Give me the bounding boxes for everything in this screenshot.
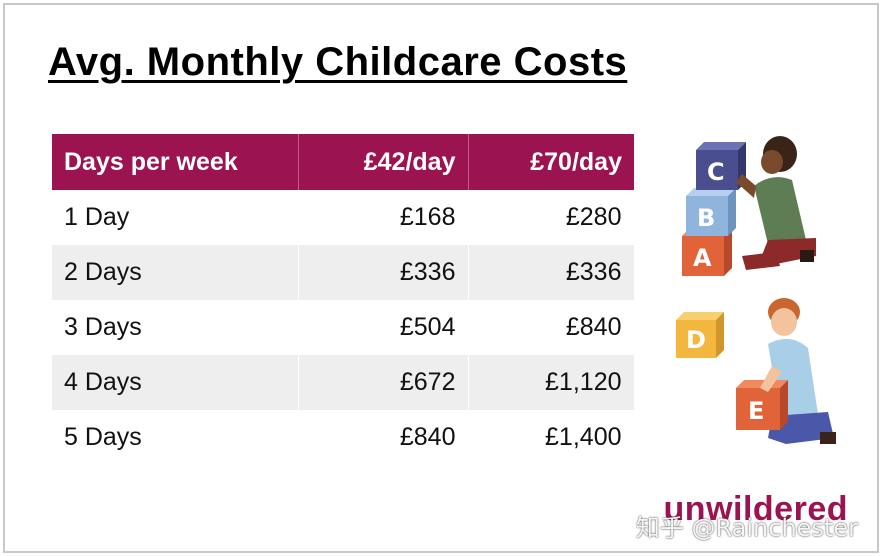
row-label: 1 Day <box>52 190 299 245</box>
block-a-icon <box>682 236 724 276</box>
table-row: 1 Day £168 £280 <box>52 190 635 245</box>
table-row: 4 Days £672 £1,120 <box>52 355 635 410</box>
block-d-icon <box>676 320 716 358</box>
child-carrying-block-illustration: D E <box>676 298 836 444</box>
cost-cell: £1,400 <box>468 410 635 465</box>
row-label: 4 Days <box>52 355 299 410</box>
cost-cell: £504 <box>298 300 469 355</box>
svg-text:C: C <box>707 158 725 186</box>
page-title: Avg. Monthly Childcare Costs <box>48 40 628 84</box>
svg-text:D: D <box>686 326 706 354</box>
cost-cell: £168 <box>298 190 469 245</box>
cost-cell: £1,120 <box>468 355 635 410</box>
column-header: Days per week <box>52 134 299 190</box>
brand-logo: unwildered <box>663 490 848 528</box>
row-label: 2 Days <box>52 245 299 300</box>
block-b-icon <box>686 196 728 236</box>
cost-cell: £840 <box>298 410 469 465</box>
table-row: 2 Days £336 £336 <box>52 245 635 300</box>
row-label: 5 Days <box>52 410 299 465</box>
cost-cell: £336 <box>468 245 635 300</box>
table-row: 3 Days £504 £840 <box>52 300 635 355</box>
svg-text:A: A <box>693 244 712 272</box>
cost-cell: £336 <box>298 245 469 300</box>
table-header-row: Days per week £42/day £70/day <box>52 134 634 190</box>
child-stacking-blocks-illustration: A B C <box>682 136 816 276</box>
row-label: 3 Days <box>52 300 299 355</box>
block-c-icon <box>696 150 738 190</box>
column-header: £70/day <box>468 134 634 190</box>
table-row: 5 Days £840 £1,400 <box>52 410 635 465</box>
cost-table: Days per week £42/day £70/day 1 Day £168… <box>52 134 635 465</box>
svg-text:B: B <box>697 204 715 232</box>
cost-cell: £672 <box>298 355 469 410</box>
cost-cell: £840 <box>468 300 635 355</box>
slide-frame <box>3 3 879 553</box>
svg-text:E: E <box>748 397 764 425</box>
watermark: 知乎 @Rainchester <box>635 514 858 542</box>
column-header: £42/day <box>298 134 469 190</box>
block-e-icon <box>736 388 780 430</box>
cost-cell: £280 <box>468 190 635 245</box>
